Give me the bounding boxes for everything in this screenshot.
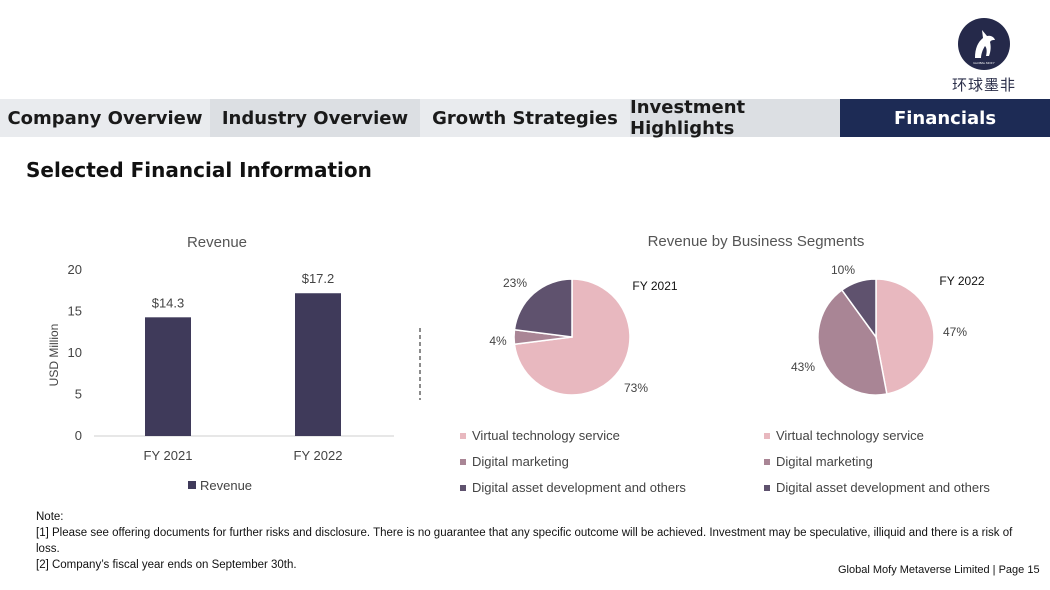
tab-investment-highlights[interactable]: Investment Highlights: [630, 97, 840, 139]
pie-fy2021-label: FY 2021: [632, 279, 677, 293]
bar-legend-swatch: [188, 481, 196, 489]
legend-swatch: [460, 433, 466, 439]
bar-legend-label: Revenue: [200, 478, 252, 493]
legend-swatch: [764, 485, 770, 491]
y-tick-label: 10: [68, 345, 82, 360]
unicorn-logo-icon: GLOBAL MOFY: [958, 18, 1010, 70]
legend-label: Virtual technology service: [472, 428, 620, 443]
revenue-bar: [145, 317, 191, 436]
logo-text: 环球墨非: [951, 76, 1016, 94]
notes: Note: [1] Please see offering documents …: [36, 509, 1026, 573]
legend-swatch: [460, 459, 466, 465]
y-tick-label: 5: [75, 387, 82, 402]
note-line-1: [1] Please see offering documents for fu…: [36, 527, 1013, 555]
legend-label: Digital asset development and others: [472, 480, 686, 495]
legend-swatch: [764, 459, 770, 465]
y-axis-label: USD Million: [47, 324, 61, 387]
legend-swatch: [460, 485, 466, 491]
pie-data-label: 47%: [943, 325, 967, 339]
x-tick-label: FY 2022: [294, 448, 343, 463]
revenue-bar: [295, 293, 341, 436]
tab-financials[interactable]: Financials: [840, 99, 1050, 137]
revenue-bar-chart: Revenue USD Million 0 5 10 15 20 $14.3 FY 202…: [47, 234, 394, 493]
note-line-2: [2] Company’s fiscal year ends on Septem…: [36, 559, 297, 571]
logo-small-text: GLOBAL MOFY: [973, 61, 994, 65]
bar-chart-title: Revenue: [187, 234, 247, 251]
pie-legend-fy2021: Virtual technology service Digital market…: [460, 428, 686, 495]
y-tick-label: 0: [75, 428, 82, 443]
page-title: Selected Financial Information: [26, 158, 372, 182]
pie-chart-fy2021: 73% 4% 23%: [489, 276, 648, 396]
pie-data-label: 23%: [503, 276, 527, 290]
y-tick-label: 15: [68, 304, 82, 319]
y-tick-label: 20: [68, 262, 82, 277]
pie-data-label: 73%: [624, 381, 648, 395]
x-tick-label: FY 2021: [144, 448, 193, 463]
legend-label: Virtual technology service: [776, 428, 924, 443]
page-footer: Global Mofy Metaverse Limited | Page 15: [838, 564, 1040, 576]
tab-industry-overview[interactable]: Industry Overview: [210, 99, 420, 137]
pie-fy2022-label: FY 2022: [939, 274, 984, 288]
tab-growth-strategies[interactable]: Growth Strategies: [420, 99, 630, 137]
pie-data-label: 10%: [831, 263, 855, 277]
tab-company-overview[interactable]: Company Overview: [0, 99, 210, 137]
pie-chart-fy2022: 47% 43% 10%: [791, 263, 967, 396]
pie-slice: [875, 278, 935, 395]
note-heading: Note:: [36, 511, 64, 523]
pie-slice: [840, 278, 877, 340]
legend-label: Digital marketing: [472, 454, 569, 469]
pie-data-label: 4%: [489, 334, 507, 348]
section-tabs: Company Overview Industry Overview Growt…: [0, 97, 1050, 139]
pie-chart-title: Revenue by Business Segments: [648, 233, 865, 250]
pie-data-label: 43%: [791, 360, 815, 374]
pie-slice: [817, 289, 888, 396]
charts-area: Revenue USD Million 0 5 10 15 20 $14.3 FY 202…: [47, 233, 990, 495]
legend-swatch: [764, 433, 770, 439]
company-logo: GLOBAL MOFY 环球墨非: [944, 16, 1024, 94]
pie-legend-fy2022: Virtual technology service Digital market…: [764, 428, 990, 495]
pie-slice: [513, 278, 573, 338]
legend-label: Digital asset development and others: [776, 480, 990, 495]
bar-data-label: $14.3: [152, 295, 185, 310]
bar-data-label: $17.2: [302, 271, 335, 286]
legend-label: Digital marketing: [776, 454, 873, 469]
